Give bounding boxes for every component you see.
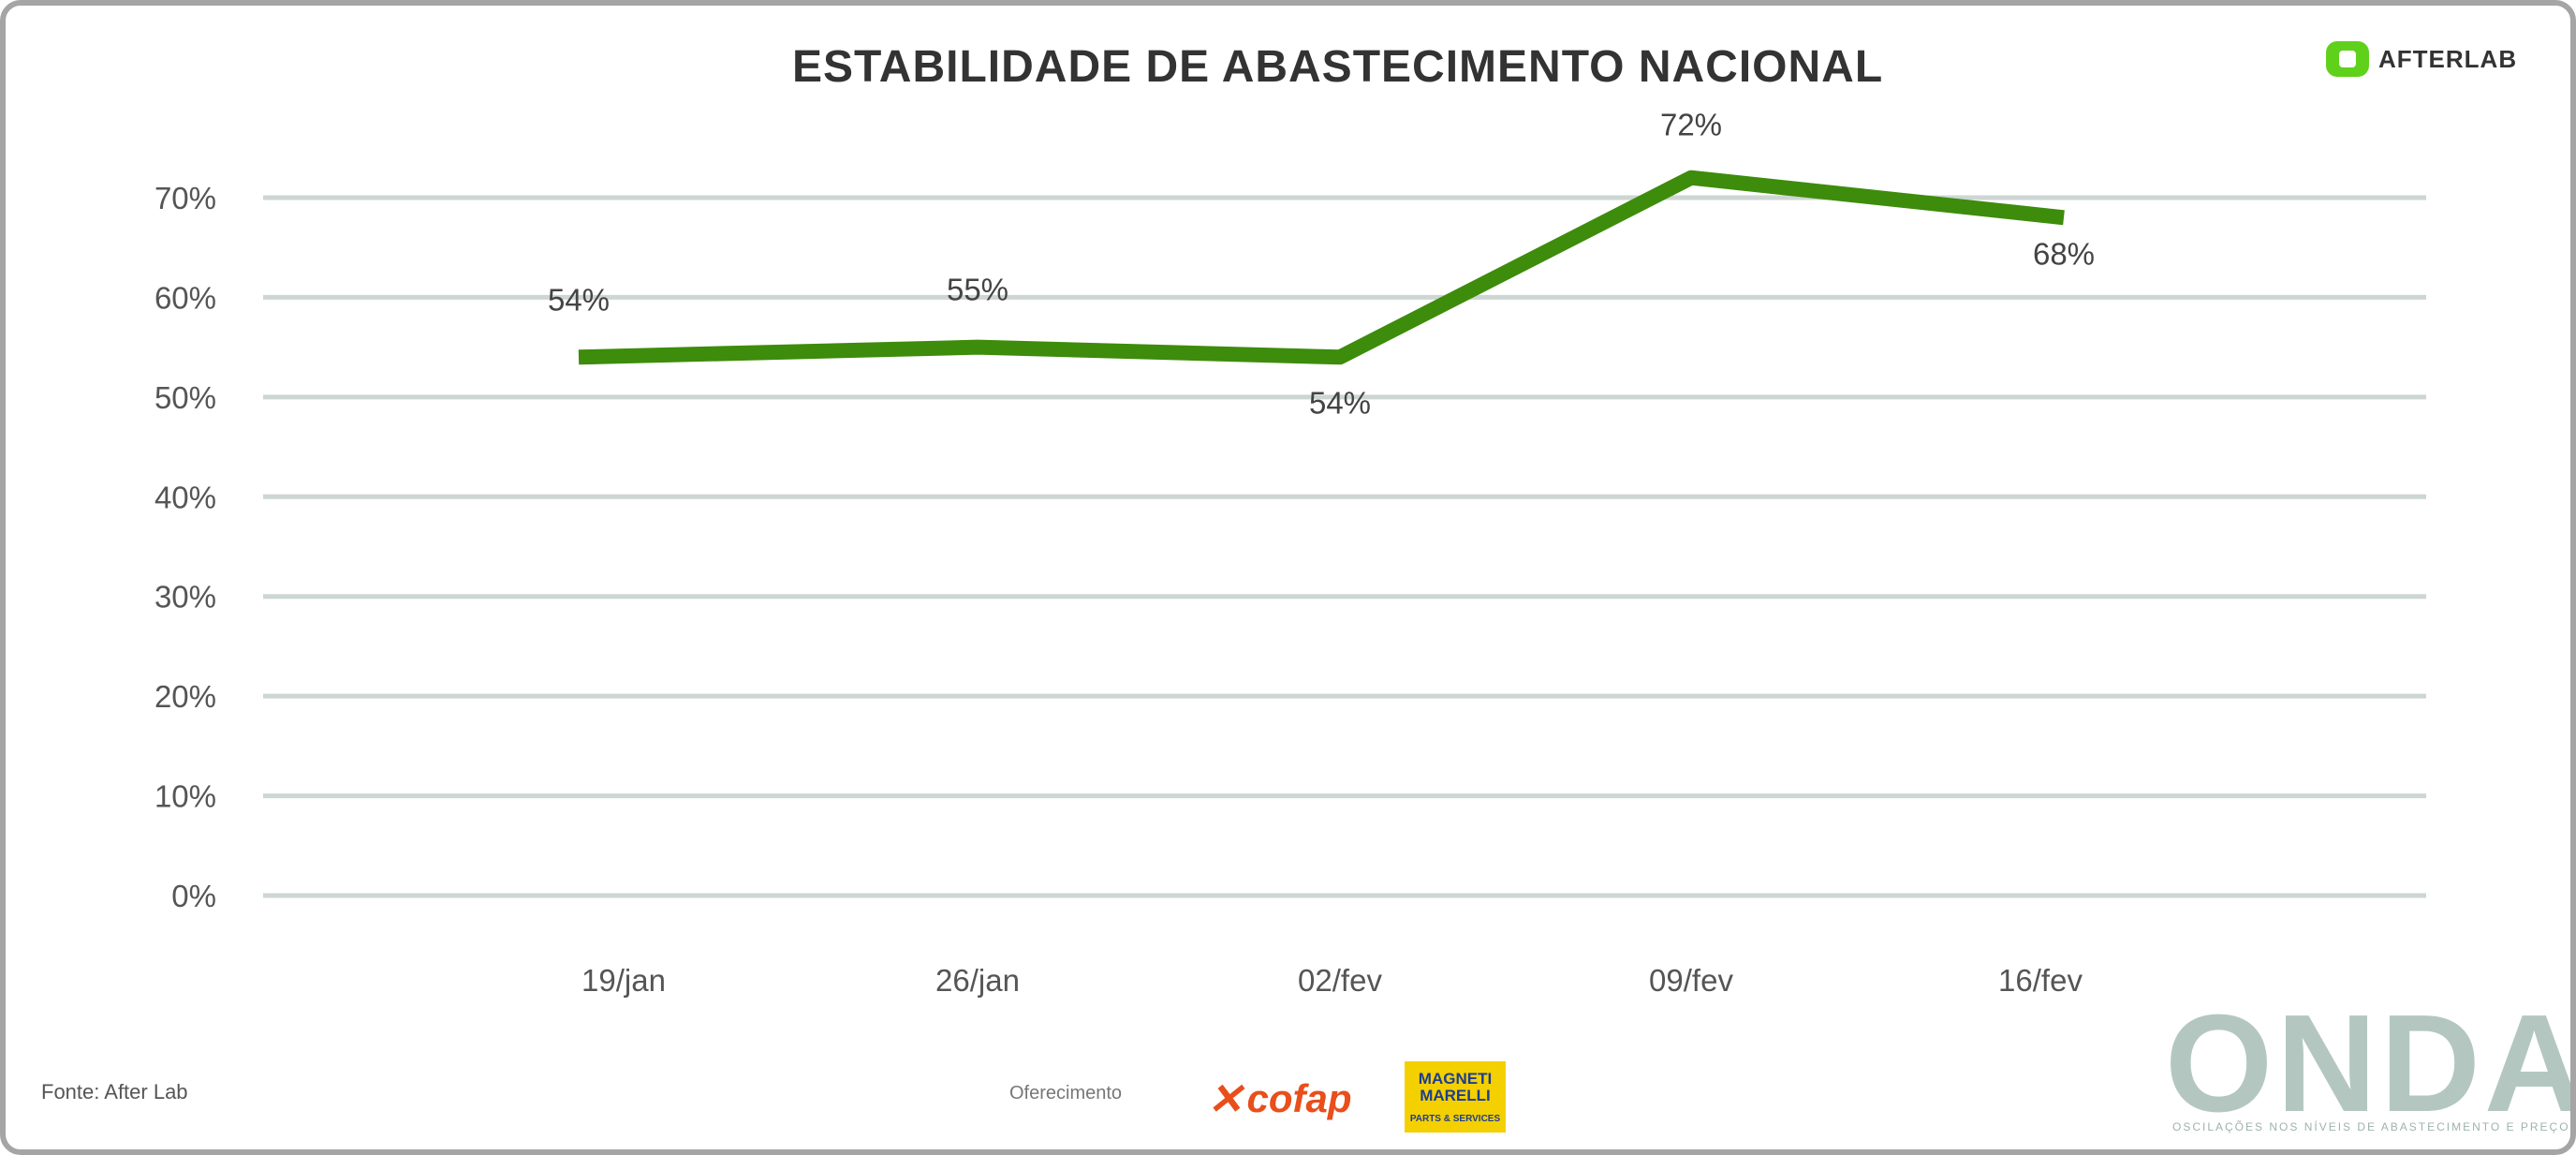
- y-tick-label: 70%: [155, 181, 216, 215]
- y-tick-label: 0%: [171, 879, 216, 913]
- y-tick-label: 20%: [155, 679, 216, 714]
- y-tick-label: 50%: [155, 380, 216, 415]
- sponsor-label: Oferecimento: [1009, 1083, 1123, 1103]
- x-tick-label: 26/jan: [935, 963, 1020, 998]
- data-label: 72%: [1660, 108, 1722, 142]
- x-tick-label: 09/fev: [1649, 963, 1733, 998]
- x-tick-label: 19/jan: [581, 963, 666, 998]
- x-tick-label: 02/fev: [1298, 963, 1382, 998]
- cofap-x-icon: ✕: [1207, 1074, 1244, 1123]
- series-line: [578, 170, 2065, 365]
- x-tick-label: 16/fev: [1998, 963, 2083, 998]
- magneti-marelli-logo: MAGNETI MARELLI PARTS & SERVICES: [1405, 1061, 1506, 1133]
- y-tick-label: 40%: [155, 480, 216, 514]
- afterlab-logo: AFTERLAB: [2326, 41, 2517, 77]
- data-label: 54%: [548, 282, 610, 317]
- onda-logo: ONDA: [2165, 986, 2576, 1141]
- data-label: 54%: [1309, 385, 1371, 420]
- afterlab-logo-icon: [2326, 41, 2369, 77]
- magneti-line2: MARELLI: [1420, 1087, 1491, 1104]
- y-tick-label: 60%: [155, 280, 216, 315]
- data-label: 55%: [947, 273, 1008, 307]
- magneti-line3: PARTS & SERVICES: [1409, 1114, 1501, 1124]
- y-tick-label: 10%: [155, 779, 216, 814]
- data-label: 68%: [2033, 236, 2095, 271]
- cofap-logo: ✕ cofap: [1207, 1074, 1352, 1124]
- chart-title: ESTABILIDADE DE ABASTECIMENTO NACIONAL: [792, 42, 1884, 92]
- magneti-line1: MAGNETI: [1418, 1070, 1493, 1088]
- source-note: Fonte: After Lab: [41, 1080, 188, 1103]
- onda-subtitle: OSCILAÇÕES NOS NÍVEIS DE ABASTECIMENTO E…: [2172, 1120, 2576, 1133]
- y-tick-label: 30%: [155, 580, 216, 615]
- afterlab-logo-text: AFTERLAB: [2378, 44, 2518, 73]
- line-chart: 0% 10% 20% 30% 40% 50% 60% 70% 19/jan 26/jan 02/fe…: [155, 108, 2426, 998]
- cofap-logo-text: cofap: [1246, 1076, 1352, 1120]
